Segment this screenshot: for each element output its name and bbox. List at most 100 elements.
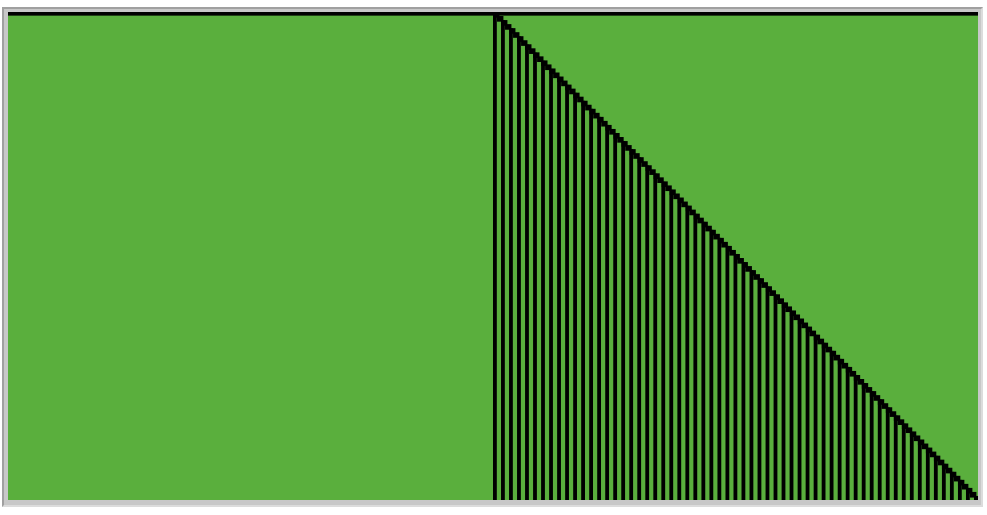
diagonal-edge-cell (725, 245, 732, 252)
stripe-column (925, 447, 930, 500)
diagonal-edge-cell (605, 124, 612, 131)
diagonal-edge-cell (609, 128, 616, 135)
diagonal-edge-cell (941, 463, 949, 470)
stripe-column (813, 334, 818, 500)
stripe-column (589, 108, 594, 500)
diagonal-edge-cell (657, 177, 664, 184)
diagonal-edge-cell (601, 120, 608, 127)
diagonal-edge-cell (613, 132, 620, 139)
diagonal-edge-cell (857, 379, 865, 385)
diagonal-edge-cell (665, 185, 672, 192)
stripe-column (669, 189, 674, 500)
diagonal-edge-cell (673, 193, 680, 200)
diagonal-edge-cell (693, 213, 700, 220)
stripe-column (749, 270, 754, 500)
stripe-column (549, 68, 553, 500)
diagonal-edge-cell (801, 322, 809, 329)
diagonal-edge-cell (573, 92, 580, 99)
diagonal-edge-cell (705, 225, 712, 232)
diagonal-edge-cell (685, 205, 692, 212)
diagonal-edge-cell (825, 346, 833, 353)
stripe-column (693, 213, 698, 500)
diagonal-edge-cell (881, 403, 889, 409)
diagonal-edge-cell (761, 282, 768, 288)
stripe-column (573, 92, 577, 500)
diagonal-edge-cell (509, 28, 516, 34)
stripe-column (501, 20, 505, 500)
automaton-grid (8, 12, 978, 500)
diagonal-edge-cell (529, 48, 536, 54)
stripe-column (661, 181, 666, 500)
diagonal-edge-cell (637, 157, 644, 163)
diagonal-edge-cell (849, 370, 857, 377)
stripe-column (677, 197, 682, 500)
diagonal-edge-cell (929, 451, 937, 458)
stripe-column (773, 294, 778, 500)
diagonal-edge-cell (789, 310, 797, 317)
stripe-column (805, 326, 810, 500)
diagonal-edge-cell (553, 72, 560, 79)
diagonal-edge-cell (501, 20, 508, 26)
diagonal-edge-cell (765, 286, 772, 292)
diagonal-edge-cell (533, 52, 540, 58)
diagonal-edge-cell (561, 80, 568, 87)
stripe-column (941, 463, 946, 500)
diagonal-edge-cell (781, 302, 789, 309)
stripe-column (725, 245, 730, 500)
diagonal-edge-cell (701, 221, 708, 228)
stripe-column (797, 318, 802, 500)
stripe-column (837, 358, 842, 500)
diagonal-edge-cell (745, 266, 752, 272)
diagonal-edge-cell (729, 249, 736, 256)
diagonal-edge-cell (921, 443, 929, 450)
automaton-cells (8, 12, 978, 500)
diagonal-edge-cell (905, 427, 913, 434)
diagonal-edge-cell (909, 431, 917, 438)
diagonal-edge-cell (925, 447, 933, 454)
diagonal-edge-cell (717, 237, 724, 244)
stripe-column (613, 132, 618, 500)
stripe-column (853, 374, 858, 500)
stripe-column (533, 52, 537, 500)
diagonal-edge-cell (917, 439, 925, 446)
diagonal-edge-cell (681, 201, 688, 208)
stripe-column (917, 439, 922, 500)
diagonal-edge-cell (869, 391, 877, 397)
automaton-canvas[interactable] (8, 12, 978, 500)
diagonal-edge-cell (937, 459, 945, 466)
diagonal-edge-cell (629, 149, 636, 155)
stripe-column (629, 149, 634, 500)
diagonal-edge-cell (793, 314, 801, 321)
stripe-column (741, 262, 746, 500)
diagonal-edge-cell (721, 241, 728, 248)
diagonal-edge-cell (741, 262, 748, 268)
diagonal-edge-cell (953, 475, 961, 482)
diagonal-edge-cell (753, 274, 760, 280)
diagonal-edge-cell (597, 116, 604, 123)
diagonal-edge-cell (641, 161, 648, 167)
diagonal-edge-cell (913, 435, 921, 442)
diagonal-edge-cell (965, 487, 973, 494)
diagonal-edge-cell (733, 253, 740, 260)
diagonal-edge-cell (841, 362, 849, 369)
diagonal-edge-cell (577, 96, 584, 103)
diagonal-edge-cell (713, 233, 720, 240)
diagonal-edge-cell (557, 76, 564, 83)
diagonal-edge-cell (885, 407, 893, 413)
diagonal-edge-cell (649, 169, 656, 175)
diagonal-edge-cell (689, 209, 696, 216)
stripe-column (733, 253, 738, 500)
diagonal-edge-cell (513, 32, 520, 38)
diagonal-edge-cell (525, 44, 532, 50)
diagonal-edge-cell (541, 60, 548, 67)
diagonal-edge-cell (861, 383, 869, 389)
diagonal-edge-cell (809, 330, 817, 337)
diagonal-edge-cell (853, 374, 861, 381)
diagonal-edge-cell (633, 153, 640, 159)
stripe-column (645, 165, 650, 500)
diagonal-edge-cell (949, 471, 957, 478)
diagonal-edge-cell (973, 495, 978, 500)
stripe-column (781, 302, 786, 500)
stripe-column (949, 471, 954, 500)
